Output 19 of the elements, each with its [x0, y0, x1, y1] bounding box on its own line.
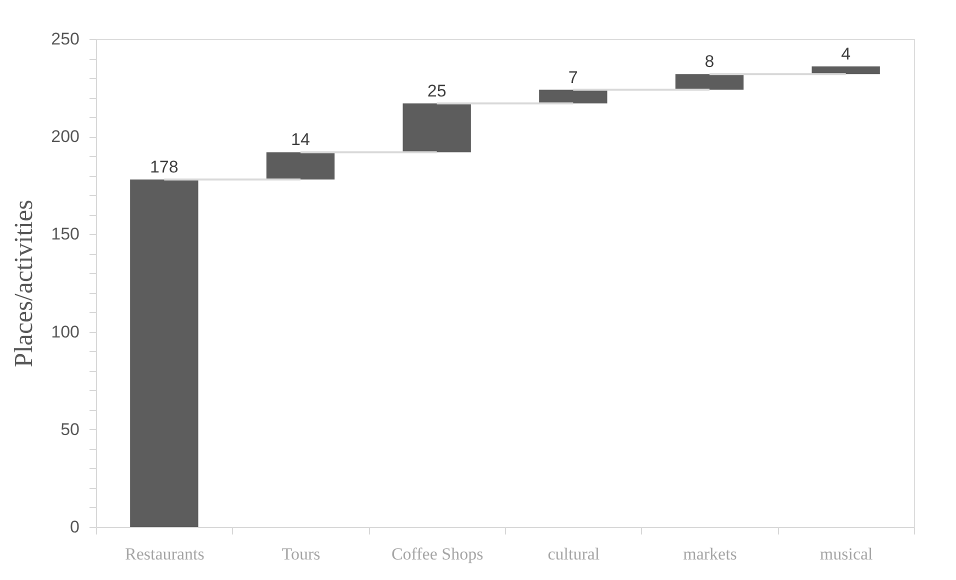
y-tick-label: 250 [51, 30, 80, 48]
data-label: 4 [841, 44, 851, 64]
y-tick-label: 0 [70, 518, 80, 536]
data-label: 7 [568, 68, 578, 87]
y-axis-title: Places/activities [9, 200, 38, 368]
x-tick-label: Tours [282, 544, 320, 564]
x-tick-label: markets [683, 544, 737, 564]
y-tick-label: 200 [51, 127, 80, 146]
x-tick-label: Coffee Shops [391, 544, 484, 564]
y-tick-label: 150 [51, 224, 80, 244]
data-label: 25 [427, 81, 446, 100]
data-label: 14 [291, 130, 310, 150]
y-tick-label: 50 [60, 420, 80, 439]
y-tick-label: 100 [51, 322, 80, 342]
x-tick-label: musical [820, 544, 874, 564]
x-tick-label: cultural [548, 544, 600, 564]
x-tick-label: Restaurants [125, 544, 204, 564]
data-label: 8 [704, 52, 714, 72]
data-label: 178 [150, 158, 178, 177]
